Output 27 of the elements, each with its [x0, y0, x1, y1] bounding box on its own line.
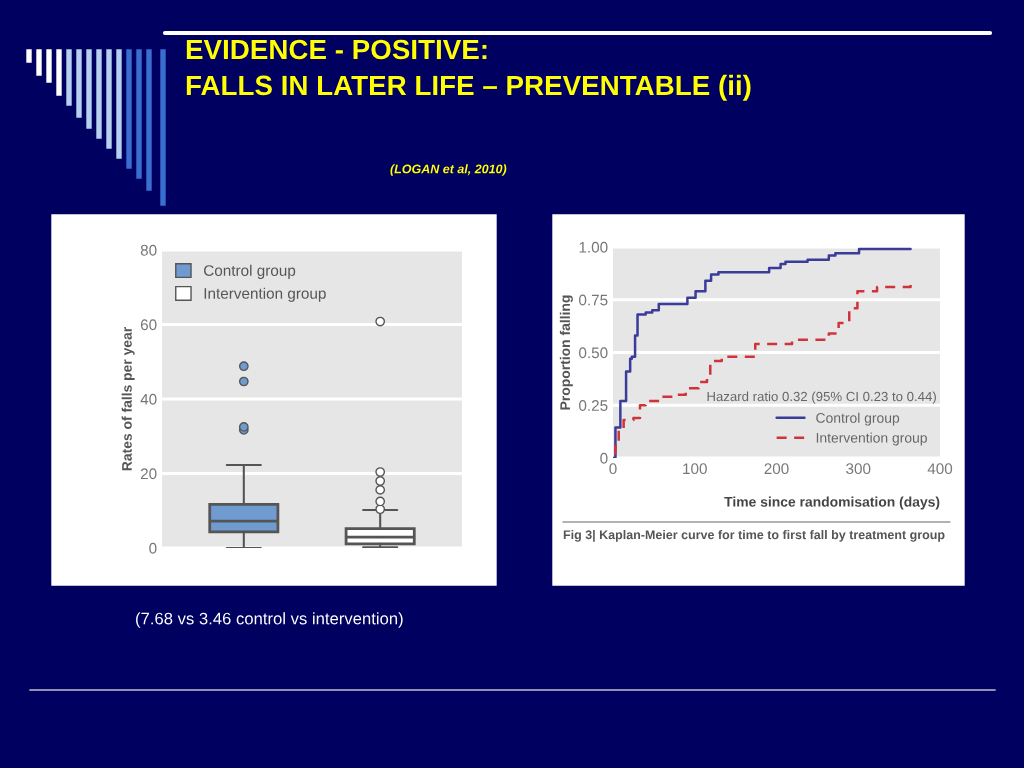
- y-tick-label: 0.75: [579, 294, 608, 306]
- y-tick-label: 0.50: [579, 347, 608, 359]
- y-axis-title: Rates of falls per year: [121, 327, 135, 471]
- legend-label: Control group: [816, 412, 900, 426]
- chart-title: EVIDENCE - POSITIVE: FALLS IN LATER LIFE – PREVENTABLE (ii): [186, 39, 751, 101]
- y-tick-label: 40: [140, 393, 157, 405]
- y-tick-label: 0: [149, 542, 157, 554]
- y-tick-label: 60: [140, 319, 157, 331]
- x-axis-title: Time since randomisation (days): [724, 496, 940, 510]
- x-tick-label: 300: [846, 463, 871, 475]
- y-tick-label: 1.00: [579, 241, 608, 253]
- legend-label: Control group: [204, 264, 296, 279]
- y-tick-label: 20: [140, 468, 157, 480]
- annotation: Hazard ratio 0.32 (95% CI 0.23 to 0.44): [707, 391, 936, 404]
- text: Fig 3| Kaplan-Meier curve for time to first fall by treatment group: [563, 530, 945, 542]
- x-tick-label: 100: [683, 463, 707, 475]
- y-tick-label: 0.25: [579, 400, 608, 411]
- y-axis-title: Proportion falling: [559, 295, 573, 410]
- legend-label: Intervention group: [204, 287, 326, 302]
- text: (7.68 vs 3.46 control vs intervention): [136, 612, 403, 628]
- y-tick-label: 80: [140, 244, 157, 256]
- x-tick-label: 200: [764, 463, 789, 475]
- x-tick-label: 400: [927, 463, 953, 475]
- chart-subtitle: (LOGAN et al, 2010): [390, 164, 507, 176]
- y-tick-label: 0: [600, 452, 608, 464]
- x-tick-label: 0: [609, 463, 617, 475]
- legend-label: Intervention group: [816, 432, 927, 446]
